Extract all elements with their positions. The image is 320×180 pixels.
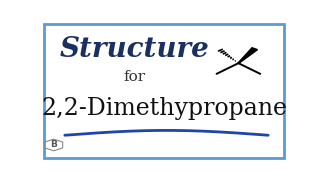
Text: 2,2-Dimethypropane: 2,2-Dimethypropane <box>41 97 287 120</box>
Text: Structure: Structure <box>60 36 209 63</box>
Polygon shape <box>238 48 258 63</box>
Text: for: for <box>123 70 145 84</box>
Text: B: B <box>50 140 57 149</box>
